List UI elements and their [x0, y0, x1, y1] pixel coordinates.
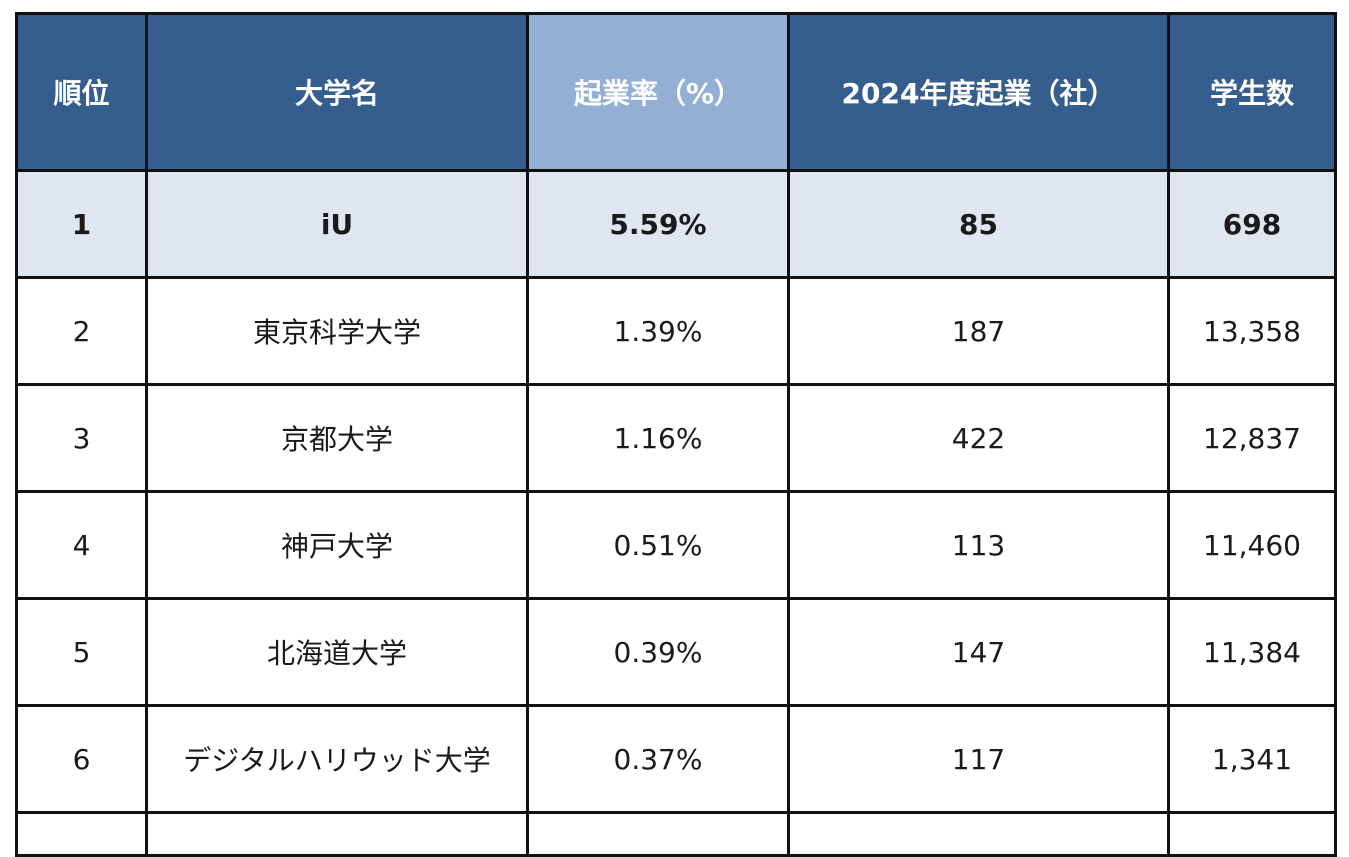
- empty-cell: [145, 811, 529, 857]
- students-cell: 12,837: [1167, 383, 1337, 493]
- rank-cell: 6: [15, 704, 148, 814]
- empty-cell: [15, 811, 148, 857]
- university-cell: 京都大学: [145, 383, 529, 493]
- table-row-partial: [15, 811, 1337, 857]
- header-row: 順位 大学名 起業率（%） 2024年度起業（社） 学生数: [15, 12, 1337, 172]
- header-university: 大学名: [145, 12, 529, 172]
- startups-cell: 147: [787, 597, 1170, 707]
- ranking-table-container: 順位 大学名 起業率（%） 2024年度起業（社） 学生数 1 iU 5.59%…: [15, 12, 1337, 857]
- university-cell: 北海道大学: [145, 597, 529, 707]
- table-row: 6 デジタルハリウッド大学 0.37% 117 1,341: [15, 704, 1337, 814]
- header-startups-2024: 2024年度起業（社）: [787, 12, 1170, 172]
- rate-cell: 1.39%: [526, 276, 790, 386]
- startups-cell: 113: [787, 490, 1170, 600]
- students-cell: 13,358: [1167, 276, 1337, 386]
- students-cell: 11,384: [1167, 597, 1337, 707]
- students-cell: 1,341: [1167, 704, 1337, 814]
- rate-cell: 0.37%: [526, 704, 790, 814]
- rate-cell: 5.59%: [526, 169, 790, 279]
- rank-cell: 1: [15, 169, 148, 279]
- table-row: 3 京都大学 1.16% 422 12,837: [15, 383, 1337, 493]
- startups-cell: 85: [787, 169, 1170, 279]
- rank-cell: 4: [15, 490, 148, 600]
- rank-cell: 5: [15, 597, 148, 707]
- startups-cell: 117: [787, 704, 1170, 814]
- students-cell: 698: [1167, 169, 1337, 279]
- empty-cell: [1167, 811, 1337, 857]
- rank-cell: 3: [15, 383, 148, 493]
- header-startup-rate: 起業率（%）: [526, 12, 790, 172]
- table-row: 1 iU 5.59% 85 698: [15, 169, 1337, 279]
- ranking-table: 順位 大学名 起業率（%） 2024年度起業（社） 学生数 1 iU 5.59%…: [15, 12, 1337, 857]
- rank-cell: 2: [15, 276, 148, 386]
- rate-cell: 1.16%: [526, 383, 790, 493]
- empty-cell: [526, 811, 790, 857]
- header-rank: 順位: [15, 12, 148, 172]
- rate-cell: 0.51%: [526, 490, 790, 600]
- table-row: 4 神戸大学 0.51% 113 11,460: [15, 490, 1337, 600]
- startups-cell: 422: [787, 383, 1170, 493]
- university-cell: 東京科学大学: [145, 276, 529, 386]
- table-row: 2 東京科学大学 1.39% 187 13,358: [15, 276, 1337, 386]
- empty-cell: [787, 811, 1170, 857]
- startups-cell: 187: [787, 276, 1170, 386]
- university-cell: iU: [145, 169, 529, 279]
- table-row: 5 北海道大学 0.39% 147 11,384: [15, 597, 1337, 707]
- university-cell: デジタルハリウッド大学: [145, 704, 529, 814]
- university-cell: 神戸大学: [145, 490, 529, 600]
- header-students: 学生数: [1167, 12, 1337, 172]
- students-cell: 11,460: [1167, 490, 1337, 600]
- rate-cell: 0.39%: [526, 597, 790, 707]
